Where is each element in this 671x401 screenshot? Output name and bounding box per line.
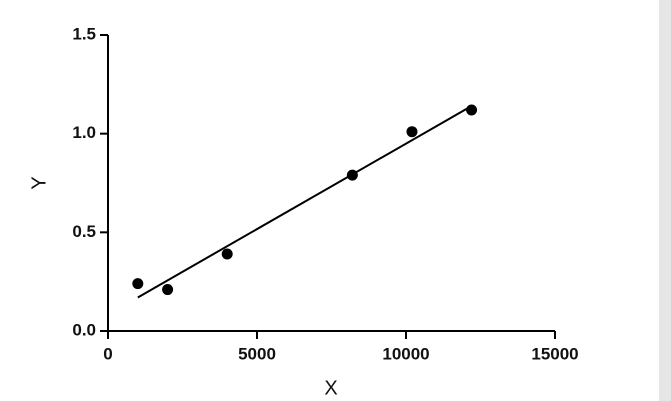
y-tick-label: 0.5 xyxy=(72,222,96,241)
data-point xyxy=(132,278,144,290)
x-tick-label: 15000 xyxy=(531,344,578,363)
x-tick-label: 5000 xyxy=(238,344,276,363)
side-strip xyxy=(659,0,671,401)
fit-line xyxy=(137,105,473,299)
x-axis-title: X xyxy=(324,377,337,399)
y-tick-label: 1.0 xyxy=(72,123,96,142)
x-tick-label: 0 xyxy=(103,344,112,363)
data-point xyxy=(346,169,358,181)
data-point xyxy=(406,126,418,138)
x-tick-label: 10000 xyxy=(382,344,429,363)
y-tick-label: 1.5 xyxy=(72,24,96,43)
data-point xyxy=(221,248,233,260)
y-tick-label: 0.0 xyxy=(72,320,96,339)
y-axis-title: Y xyxy=(28,176,50,189)
data-point xyxy=(466,104,478,116)
data-point xyxy=(162,284,174,296)
